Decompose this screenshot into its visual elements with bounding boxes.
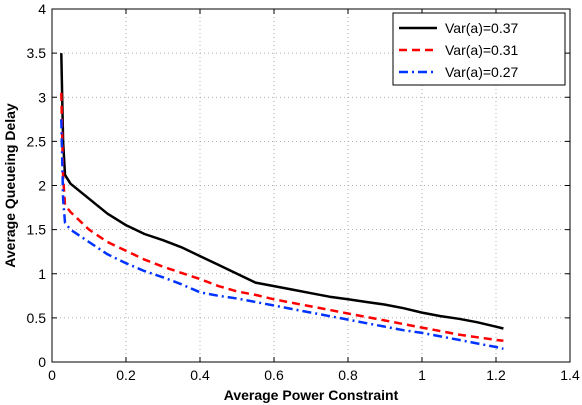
legend-label-3: Var(a)=0.27: [445, 64, 518, 80]
x-tick-label: 0: [48, 367, 56, 383]
legend: Var(a)=0.37 Var(a)=0.31 Var(a)=0.27: [392, 12, 566, 86]
grid-lines: [52, 9, 570, 362]
y-tick-label: 2: [38, 178, 46, 194]
x-tick-label: 0.6: [264, 367, 284, 383]
series-lines: [60, 53, 504, 351]
x-tick-label: 0.4: [190, 367, 210, 383]
x-tick-label: 0.2: [116, 367, 136, 383]
y-tick-label: 0: [38, 354, 46, 370]
y-tick-label: 1.5: [27, 222, 47, 238]
axis-ticks: 0 0.2 0.4 0.6 0.8 1 1.2 1.4 0 0.5 1 1.5 2 2.5 3 3.5 4: [27, 1, 580, 383]
y-tick-label: 3: [38, 89, 46, 105]
y-tick-label: 4: [38, 1, 46, 17]
y-tick-label: 3.5: [27, 45, 47, 61]
x-tick-label: 1: [418, 367, 426, 383]
legend-label-2: Var(a)=0.31: [445, 42, 518, 58]
x-tick-label: 1.4: [560, 367, 580, 383]
y-tick-label: 0.5: [27, 310, 47, 326]
x-tick-label: 1.2: [486, 367, 506, 383]
series-line-2: [60, 92, 504, 343]
legend-label-1: Var(a)=0.37: [445, 20, 518, 36]
y-tick-label: 1: [38, 266, 46, 282]
x-axis-label: Average Power Constraint: [224, 387, 399, 403]
y-axis-label: Average Queueing Delay: [2, 103, 18, 268]
series-line-1: [60, 53, 504, 330]
y-tick-label: 2.5: [27, 133, 47, 149]
x-tick-label: 0.8: [338, 367, 358, 383]
